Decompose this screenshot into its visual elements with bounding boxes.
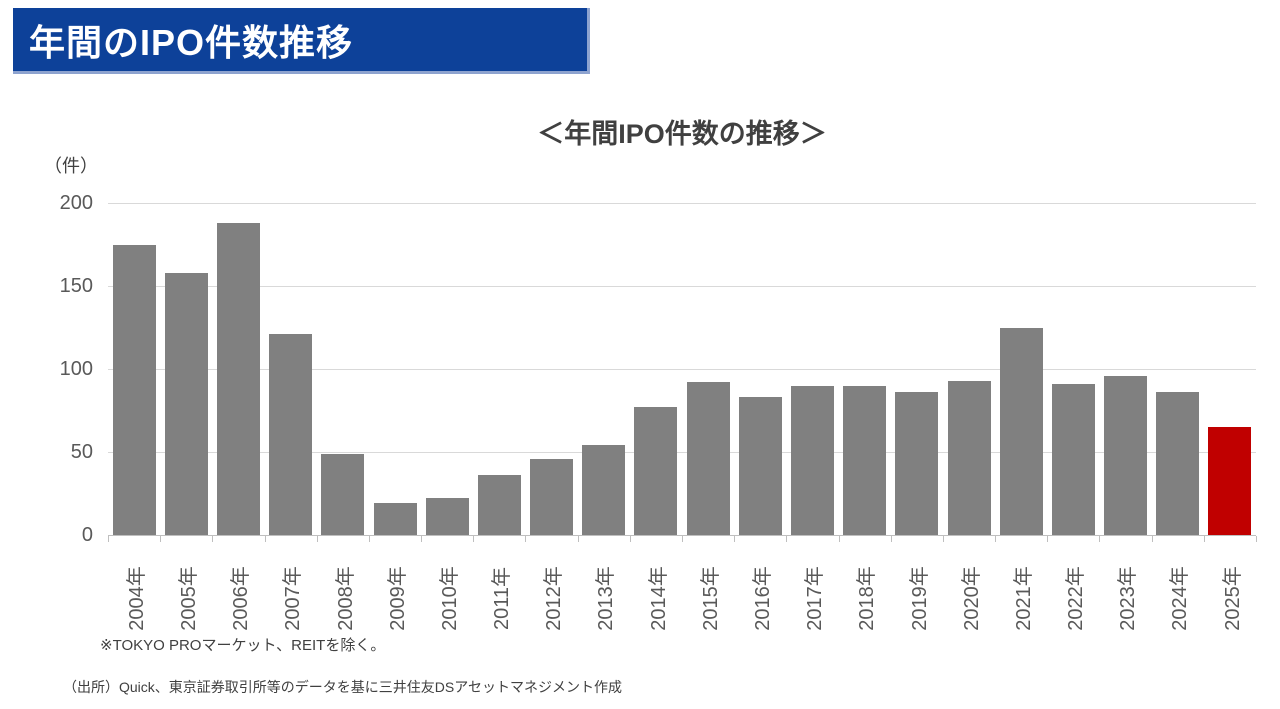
x-axis-tick bbox=[525, 536, 527, 542]
x-axis-tick bbox=[421, 536, 423, 542]
bar-2023 bbox=[1104, 375, 1148, 535]
bar-2021 bbox=[999, 327, 1043, 535]
gridline-200 bbox=[108, 203, 1256, 204]
x-axis-tick bbox=[995, 536, 997, 542]
bar-2007 bbox=[269, 334, 313, 535]
x-axis-tick bbox=[1047, 536, 1049, 542]
x-axis-tick bbox=[1256, 536, 1257, 542]
x-axis-tick bbox=[1203, 536, 1205, 542]
bar-2025 bbox=[1208, 427, 1252, 535]
gridline-100 bbox=[108, 369, 1256, 370]
gridline-50 bbox=[108, 452, 1256, 453]
source-attribution: （出所）Quick、東京証券取引所等のデータを基に三井住友DSアセットマネジメン… bbox=[63, 679, 622, 695]
y-axis-tick-label-100: 100 bbox=[59, 358, 93, 380]
y-axis-tick-label-150: 150 bbox=[59, 275, 93, 297]
y-axis-tick-label-0: 0 bbox=[81, 524, 93, 546]
bar-2015 bbox=[686, 382, 730, 535]
x-axis-label-2025: 2025年 bbox=[1221, 565, 1244, 631]
x-axis-tick bbox=[786, 536, 788, 542]
chart-title: ＜年間IPO件数の推移＞ bbox=[537, 119, 827, 149]
x-axis-tick bbox=[890, 536, 892, 542]
bar-2018 bbox=[843, 385, 887, 535]
bar-2011 bbox=[477, 475, 521, 535]
x-axis-tick bbox=[629, 536, 631, 542]
bar-2006 bbox=[216, 222, 260, 535]
x-axis-tick bbox=[682, 536, 683, 542]
x-axis-tick bbox=[942, 536, 944, 542]
gridline-150 bbox=[108, 286, 1256, 287]
x-axis-tick bbox=[108, 536, 109, 542]
bar-2016 bbox=[738, 397, 782, 535]
y-axis-tick-label-200: 200 bbox=[59, 192, 93, 214]
bar-2012 bbox=[530, 458, 574, 535]
slide-header-banner: 年間のIPO件数推移 bbox=[13, 8, 590, 74]
bar-2014 bbox=[634, 407, 678, 535]
bar-2024 bbox=[1156, 392, 1200, 535]
x-axis-tick bbox=[264, 536, 266, 542]
bar-2008 bbox=[321, 453, 365, 535]
x-axis-tick bbox=[1099, 536, 1101, 542]
bar-2010 bbox=[425, 498, 469, 535]
x-axis-tick bbox=[368, 536, 370, 542]
x-axis-tick bbox=[212, 536, 214, 542]
page-title: 年間のIPO件数推移 bbox=[29, 21, 354, 63]
y-axis-tick-label-50: 50 bbox=[70, 441, 93, 463]
y-axis-unit-label: （件） bbox=[44, 156, 98, 176]
bar-2019 bbox=[895, 392, 939, 535]
bar-2004 bbox=[112, 244, 156, 535]
bar-2017 bbox=[790, 385, 834, 535]
x-axis-tick bbox=[1151, 536, 1153, 542]
x-axis-tick bbox=[838, 536, 840, 542]
bar-2005 bbox=[164, 272, 208, 535]
x-axis-tick bbox=[473, 536, 475, 542]
bar-2013 bbox=[582, 445, 626, 535]
bar-2009 bbox=[373, 503, 417, 535]
bar-2022 bbox=[1051, 383, 1095, 535]
x-axis-tick bbox=[734, 536, 736, 542]
x-axis-tick bbox=[316, 536, 318, 542]
x-axis-tick bbox=[577, 536, 579, 542]
x-axis-line bbox=[108, 535, 1256, 536]
bar-2020 bbox=[947, 380, 991, 535]
chart-footnote: ※TOKYO PROマーケット、REITを除く。 bbox=[100, 637, 386, 654]
x-axis-tick bbox=[160, 536, 162, 542]
